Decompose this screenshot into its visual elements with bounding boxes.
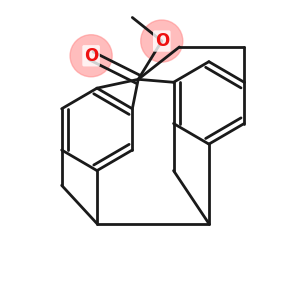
Circle shape <box>70 35 112 77</box>
Text: O: O <box>155 32 169 50</box>
Circle shape <box>141 20 183 62</box>
Text: O: O <box>84 47 98 65</box>
